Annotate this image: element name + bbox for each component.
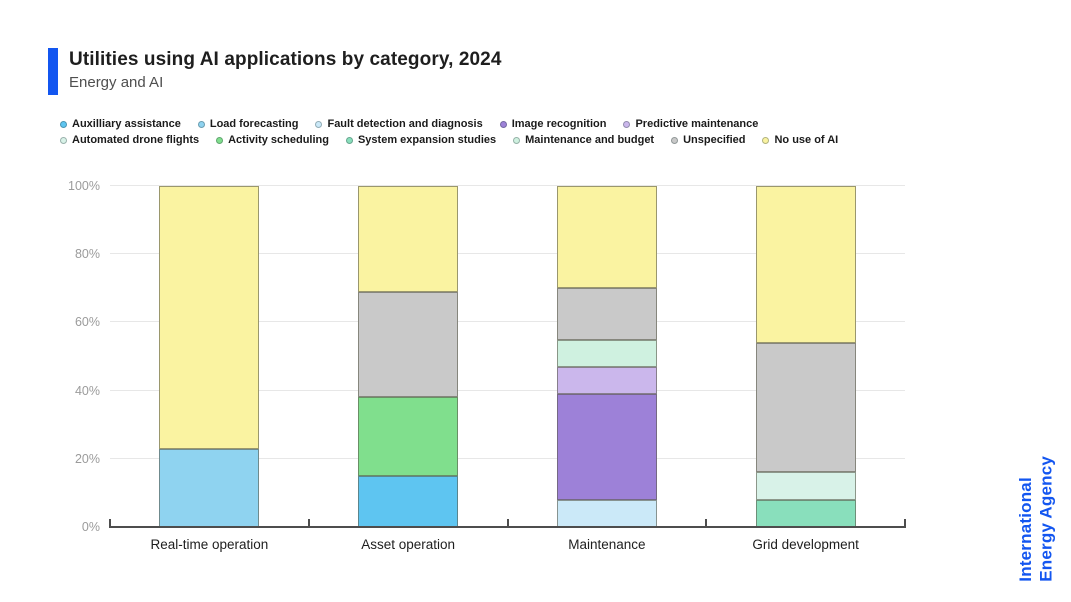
- bar-segment: [556, 366, 657, 395]
- legend-dot-icon: [315, 120, 323, 128]
- chart-legend: Auxilliary assistance Load forecasting Fau…: [60, 118, 838, 146]
- stacked-bar: [755, 186, 856, 527]
- iea-logo-line1: International: [1016, 477, 1036, 582]
- plot: [110, 186, 905, 527]
- bar-segment: [159, 448, 260, 527]
- bar-segment: [358, 397, 459, 476]
- x-axis-label: Maintenance: [568, 537, 646, 552]
- bar-column: [309, 186, 508, 527]
- legend-label: No use of AI: [774, 134, 839, 146]
- axis-tick: [109, 519, 111, 528]
- legend-item: Automated drone flights: [60, 134, 199, 146]
- bar-segment: [755, 499, 856, 527]
- legend-label: Fault detection and diagnosis: [327, 118, 483, 130]
- bar-column: [508, 186, 707, 527]
- legend-item: No use of AI: [762, 134, 838, 146]
- y-tick-label: 40%: [74, 383, 100, 398]
- legend-dot-icon: [216, 136, 224, 144]
- gridline: [110, 185, 905, 186]
- plot-area: [109, 185, 906, 528]
- legend-item: Predictive maintenance: [623, 118, 758, 130]
- page-subtitle: Energy and AI: [69, 73, 164, 91]
- y-tick-label: 100%: [68, 179, 100, 193]
- gridline: [110, 253, 905, 255]
- iea-logo-text: International Energy Agency: [1016, 456, 1057, 582]
- chart-header: Utilities using AI applications by categ…: [48, 48, 502, 95]
- gridline: [110, 457, 905, 459]
- legend-item: Load forecasting: [197, 118, 299, 130]
- legend-dot-icon: [671, 136, 679, 144]
- legend-dot-icon: [345, 136, 353, 144]
- legend-label: Activity scheduling: [228, 134, 329, 146]
- bar-segment: [556, 186, 657, 289]
- y-tick-label: 80%: [74, 247, 100, 262]
- legend-dot-icon: [197, 120, 205, 128]
- legend-dot-icon: [623, 120, 631, 128]
- bar-segment: [755, 342, 856, 473]
- axis-tick: [506, 519, 509, 528]
- x-axis-label: Grid development: [752, 537, 859, 552]
- legend-label: System expansion studies: [357, 134, 497, 146]
- page-title: Utilities using AI applications by categ…: [69, 49, 502, 70]
- legend-label: Auxilliary assistance: [72, 118, 181, 130]
- legend-item: Auxilliary assistance: [60, 118, 181, 130]
- bar-segment: [556, 394, 657, 500]
- stacked-bar: [556, 186, 657, 527]
- bar-segment: [556, 499, 657, 527]
- legend-row: Auxilliary assistance Load forecasting Fau…: [60, 118, 838, 130]
- axis-tick: [307, 519, 310, 528]
- y-tick-label: 60%: [74, 315, 100, 330]
- title-accent-bar: [48, 48, 58, 95]
- x-axis-label: Real-time operation: [150, 537, 269, 552]
- bar-segment: [755, 186, 856, 343]
- legend-item: Fault detection and diagnosis: [315, 118, 483, 130]
- y-tick-label: 0%: [81, 520, 100, 534]
- legend-label: Predictive maintenance: [635, 118, 759, 130]
- bar-segment: [755, 472, 856, 500]
- legend-label: Maintenance and budget: [525, 134, 655, 146]
- stacked-bar: [358, 186, 459, 527]
- x-axis-label: Asset operation: [361, 537, 456, 552]
- bar-segment: [159, 186, 260, 449]
- legend-dot-icon: [60, 120, 67, 128]
- gridline: [110, 389, 905, 391]
- legend-item: System expansion studies: [345, 134, 497, 146]
- legend-item: Activity scheduling: [216, 134, 329, 146]
- y-axis-labels: 0% 20% 40% 60% 80% 100%: [0, 179, 100, 534]
- x-axis-labels: Real-time operation Asset operation Mainte…: [110, 537, 905, 552]
- bar-column: [110, 186, 309, 527]
- gridline: [110, 321, 905, 323]
- axis-tick: [705, 519, 708, 528]
- title-block: Utilities using AI applications by categ…: [69, 48, 502, 92]
- legend-label: Automated drone flights: [72, 134, 200, 146]
- bar-segment: [358, 475, 459, 527]
- stacked-bar: [159, 186, 260, 527]
- bar-column: [706, 186, 905, 527]
- legend-label: Load forecasting: [209, 118, 299, 130]
- legend-dot-icon: [499, 120, 507, 128]
- legend-label: Image recognition: [511, 118, 607, 130]
- legend-label: Unspecified: [683, 134, 746, 146]
- legend-dot-icon: [762, 136, 770, 144]
- bar-segment: [556, 288, 657, 340]
- legend-dot-icon: [513, 136, 521, 144]
- bar-segment: [358, 186, 459, 292]
- iea-logo-line2: Energy Agency: [1036, 456, 1056, 582]
- legend-row: Automated drone flights Activity scheduli…: [60, 134, 838, 146]
- bar-segment: [556, 339, 657, 367]
- axis-tick: [904, 519, 906, 528]
- legend-dot-icon: [60, 136, 67, 144]
- y-tick-label: 20%: [74, 451, 100, 466]
- legend-item: Unspecified: [671, 134, 745, 146]
- bar-segment: [358, 291, 459, 398]
- legend-item: Image recognition: [499, 118, 607, 130]
- legend-item: Maintenance and budget: [513, 134, 654, 146]
